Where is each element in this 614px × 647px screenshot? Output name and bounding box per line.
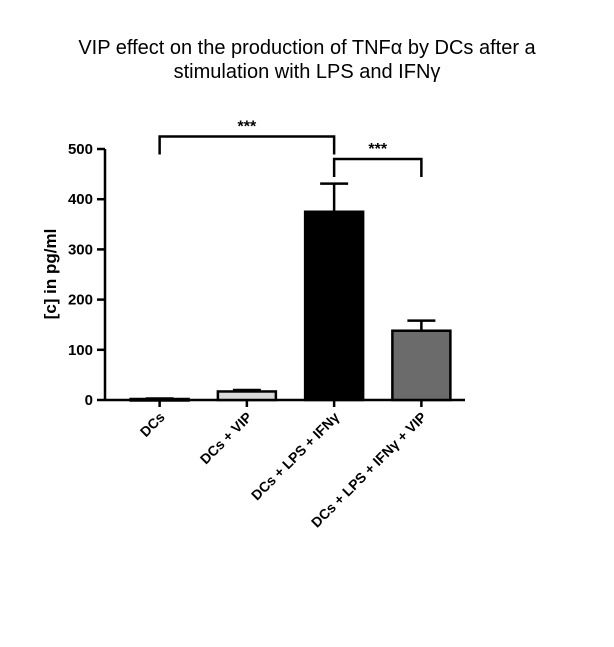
y-axis-label: [c] in pg/ml [41,229,60,320]
x-tick-label-2: DCs + LPS + IFNγ [248,409,343,504]
x-tick-label-1: DCs + VIP [197,409,255,467]
y-tick-label-1: 100 [68,342,93,359]
significance-bracket-0 [158,135,336,155]
chart-title-line-2: stimulation with LPS and IFNγ [173,61,441,83]
significance-label-0: *** [238,118,257,135]
significance-bracket-1 [332,157,423,178]
y-tick-label-2: 200 [68,292,93,309]
bar-1 [216,390,278,402]
y-tick-label-0: 0 [85,392,93,409]
bar-2 [303,210,365,402]
chart-title: VIP effect on the production of TNFα by … [0,36,614,84]
y-tick-label-5: 500 [68,141,93,158]
y-tick-label-3: 300 [68,241,93,258]
bar-3 [391,329,452,402]
chart-title-line-1: VIP effect on the production of TNFα by … [78,37,536,59]
significance-label-1: *** [368,141,387,158]
y-tick-label-4: 400 [68,191,93,208]
x-tick-label-0: DCs [137,409,168,440]
